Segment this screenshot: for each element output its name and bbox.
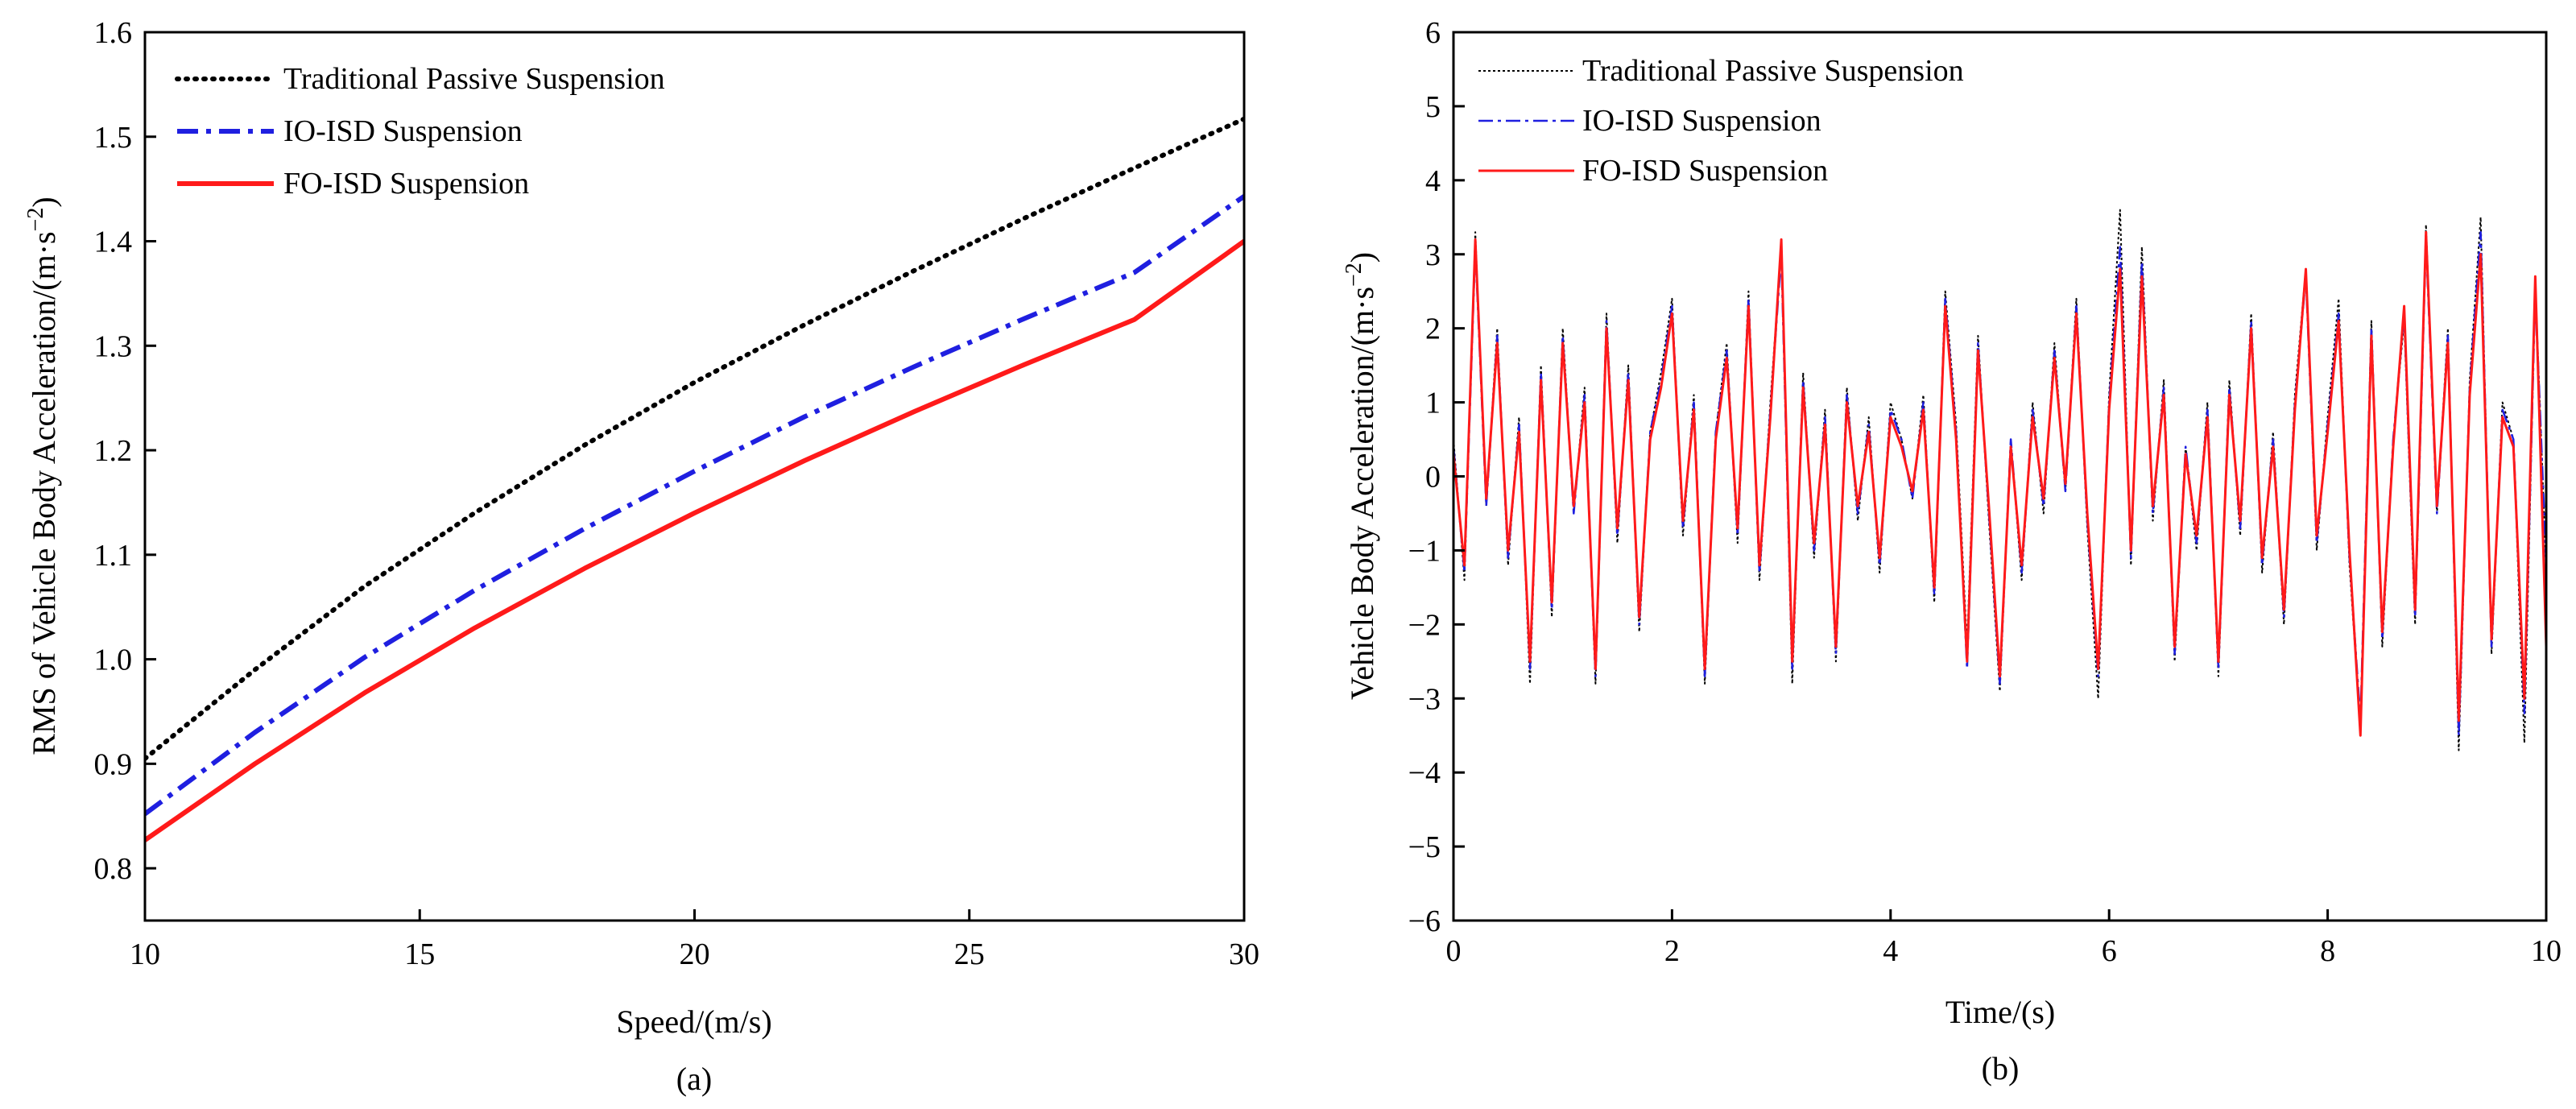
chart-a-legend: Traditional Passive Suspension IO-ISD Su… bbox=[175, 62, 665, 201]
chart-b-y-tick-label: 2 bbox=[1425, 312, 1441, 346]
chart-b: 0 2 4 6 8 10 −6 −5 −4 −3 −2 −1 0 1 2 3 4 5 6 Traditional … bbox=[1342, 16, 2562, 1086]
chart-b-x-tick-label: 4 bbox=[1883, 934, 1898, 968]
chart-a-y-tick-label: 1.2 bbox=[94, 434, 133, 468]
chart-a-series-2 bbox=[145, 239, 1244, 842]
chart-b-y-tick-label: −4 bbox=[1408, 756, 1441, 790]
chart-a-series-1 bbox=[145, 194, 1244, 817]
chart-a-caption: (a) bbox=[676, 1061, 712, 1097]
chart-b-y-tick-label: −5 bbox=[1408, 830, 1441, 864]
chart-a-y-ticks: 0.8 0.9 1.0 1.1 1.2 1.3 1.4 1.5 1.6 bbox=[94, 16, 156, 886]
chart-a-plot-frame bbox=[143, 31, 1246, 922]
chart-b-legend-label-2: FO-ISD Suspension bbox=[1582, 154, 1828, 188]
chart-b-y-tick-label: 1 bbox=[1425, 387, 1441, 420]
chart-b-x-tick-label: 2 bbox=[1664, 934, 1680, 968]
chart-b-y-tick-label: 5 bbox=[1425, 90, 1441, 124]
chart-a-legend-label-2: FO-ISD Suspension bbox=[283, 167, 529, 201]
chart-b-series-group bbox=[1453, 209, 2546, 751]
chart-b-y-tick-label: −3 bbox=[1408, 682, 1441, 716]
chart-b-y-tick-label: 6 bbox=[1425, 16, 1441, 50]
chart-b-legend: Traditional Passive Suspension IO-ISD Su… bbox=[1478, 54, 1964, 188]
chart-b-y-tick-label: −2 bbox=[1408, 608, 1441, 642]
chart-a-y-tick-label: 0.8 bbox=[94, 852, 133, 886]
chart-a-ylabel: RMS of Vehicle Body Acceleration/(m·s−2) bbox=[23, 197, 63, 755]
chart-b-y-ticks: −6 −5 −4 −3 −2 −1 0 1 2 3 4 5 6 bbox=[1408, 16, 1465, 938]
chart-a-y-tick-label: 1.4 bbox=[94, 226, 133, 259]
chart-a-xlabel: Speed/(m/s) bbox=[616, 1003, 771, 1040]
chart-a-legend-label-1: IO-ISD Suspension bbox=[283, 114, 523, 148]
chart-b-y-tick-label: 4 bbox=[1425, 164, 1441, 198]
chart-a-y-tick-label: 1.0 bbox=[94, 643, 133, 677]
chart-a-x-tick-label: 30 bbox=[1229, 937, 1259, 971]
chart-a-x-tick-label: 20 bbox=[680, 937, 710, 971]
chart-a-x-ticks: 10 15 20 25 30 bbox=[130, 909, 1259, 971]
chart-a: 10 15 20 25 30 0.8 0.9 1.0 1.1 1.2 1.3 1.4 1.5 1.6 T… bbox=[23, 16, 1260, 1097]
chart-b-y-tick-label: 0 bbox=[1425, 461, 1441, 494]
chart-b-x-tick-label: 6 bbox=[2102, 934, 2117, 968]
chart-b-legend-label-1: IO-ISD Suspension bbox=[1582, 104, 1821, 138]
chart-a-y-tick-label: 1.1 bbox=[94, 539, 133, 573]
chart-b-legend-label-0: Traditional Passive Suspension bbox=[1582, 54, 1964, 88]
chart-b-series-2 bbox=[1453, 230, 2546, 737]
chart-a-y-tick-label: 0.9 bbox=[94, 747, 133, 781]
chart-b-x-tick-label: 10 bbox=[2531, 934, 2562, 968]
chart-a-y-tick-label: 1.6 bbox=[94, 16, 133, 50]
chart-b-y-tick-label: −1 bbox=[1408, 534, 1441, 568]
chart-b-x-tick-label: 8 bbox=[2320, 934, 2335, 968]
chart-a-series-group bbox=[145, 116, 1244, 842]
chart-b-caption: (b) bbox=[1982, 1050, 2020, 1086]
chart-b-y-tick-label: 3 bbox=[1425, 238, 1441, 272]
chart-b-ylabel: Vehicle Body Acceleration/(m·s−2) bbox=[1342, 252, 1381, 700]
chart-a-y-tick-label: 1.3 bbox=[94, 329, 133, 363]
chart-b-y-tick-label: −6 bbox=[1408, 904, 1441, 938]
chart-a-series-0 bbox=[145, 116, 1244, 761]
chart-a-x-tick-label: 25 bbox=[954, 937, 985, 971]
chart-b-x-ticks: 0 2 4 6 8 10 bbox=[1446, 909, 2562, 968]
chart-b-xlabel: Time/(s) bbox=[1945, 994, 2055, 1030]
chart-b-x-tick-label: 0 bbox=[1446, 934, 1462, 968]
chart-a-x-tick-label: 15 bbox=[404, 937, 435, 971]
chart-a-y-tick-label: 1.5 bbox=[94, 121, 133, 155]
chart-a-legend-label-0: Traditional Passive Suspension bbox=[283, 62, 665, 96]
chart-a-x-tick-label: 10 bbox=[130, 937, 160, 971]
